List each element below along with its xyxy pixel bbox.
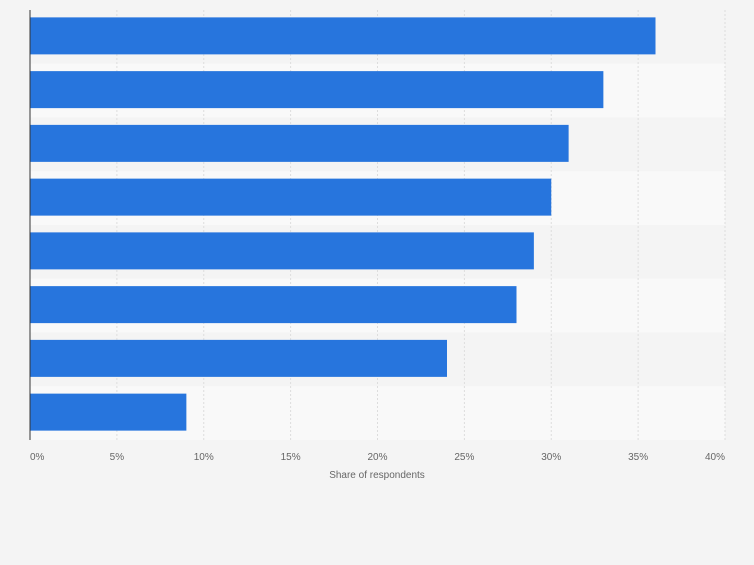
bar[interactable] [30,71,604,109]
x-tick-label: 10% [194,452,214,463]
bar[interactable] [30,339,447,377]
bar[interactable] [30,124,569,162]
bars [30,17,656,431]
x-tick-label: 30% [541,452,561,463]
x-tick-label: 0% [30,452,45,463]
bar[interactable] [30,393,187,431]
x-tick-label: 20% [367,452,387,463]
x-tick-label: 5% [110,452,125,463]
x-tick-label: 15% [281,452,301,463]
x-tick-label: 35% [628,452,648,463]
x-tick-label: 25% [454,452,474,463]
bar[interactable] [30,178,552,216]
bar[interactable] [30,286,517,324]
bar[interactable] [30,232,534,270]
x-axis-title: Share of respondents [329,470,425,481]
bar[interactable] [30,17,656,55]
x-tick-label: 40% [705,452,725,463]
x-tick-labels: 0% 5% 10% 15% 20% 25% 30% 35% 40% [30,452,725,463]
